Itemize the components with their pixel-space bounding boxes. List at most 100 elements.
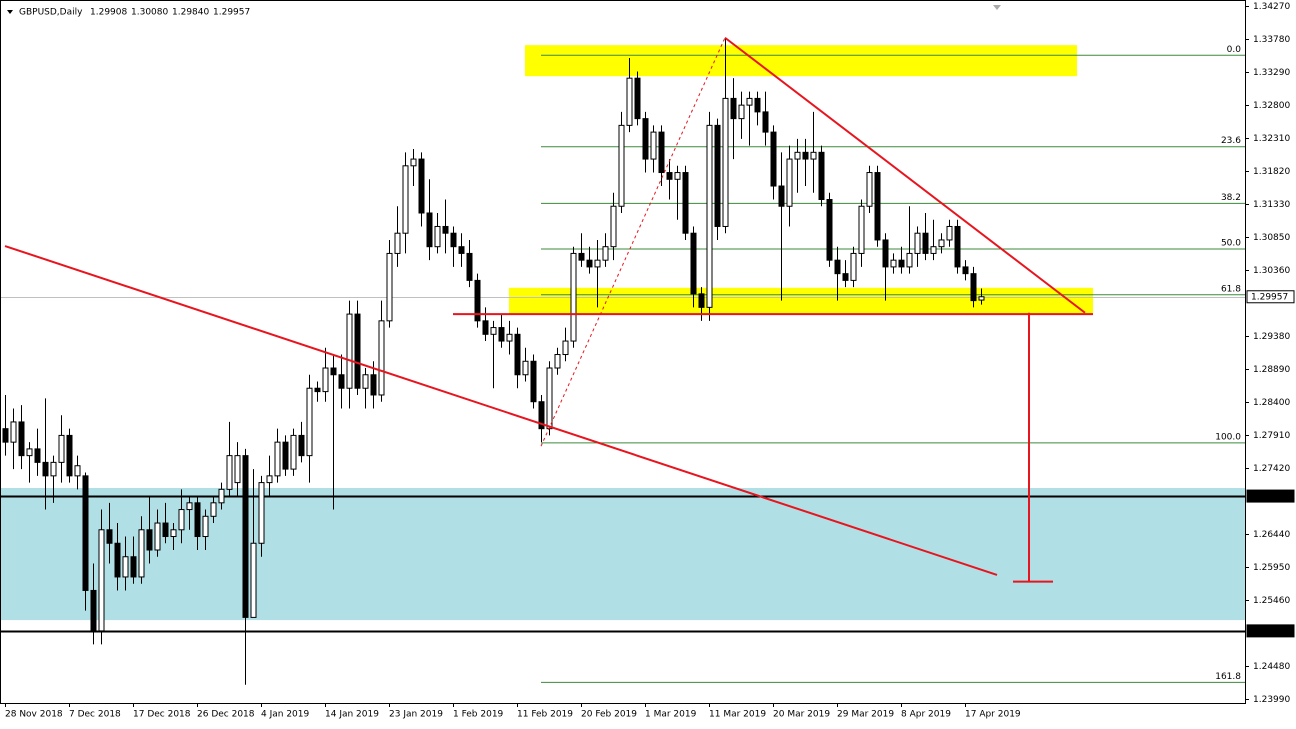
candle-body [642,118,649,160]
candle-body [610,205,617,248]
x-tick-label: 20 Mar 2019 [773,710,830,720]
fib-label: 0.0 [1227,45,1242,55]
candle-body [754,97,761,113]
y-tick-label: 1.28400 [1253,398,1290,408]
candle-body [186,502,193,511]
candle-body [66,434,73,477]
symbol-label: GBPUSD,Daily [19,8,83,18]
price-label: 1.25000 [1251,626,1288,636]
candle-body [714,124,721,227]
candle-body [202,515,209,538]
candle-body [178,509,185,531]
ohlc-value: 1.30080 [131,8,168,18]
candle-body [778,185,785,207]
y-tick-label: 1.28890 [1253,365,1290,375]
candle-body [306,387,313,457]
candle-body [946,225,953,241]
y-tick-label: 1.32800 [1253,101,1290,111]
candle-body [602,246,609,261]
candle-body [138,529,145,578]
x-tick-label: 7 Dec 2018 [69,710,121,720]
candle-body [938,239,945,248]
x-tick-label: 29 Mar 2019 [837,710,894,720]
candle-body [858,205,865,254]
candle-body [418,158,425,214]
candle-body [970,273,977,302]
candle-body [58,434,65,463]
candle-body [514,333,521,376]
candle-body [266,475,273,484]
ohlc-value: 1.29908 [90,8,127,18]
zone [509,287,1093,315]
dashed-line [540,37,726,447]
candle-body [26,448,33,457]
candle-body [874,172,881,241]
candle-body [922,232,929,254]
candle-body [810,151,817,160]
candle-body [346,313,353,389]
price-label: 1.29957 [1251,292,1288,302]
candle-body [706,124,713,308]
ohlc-value: 1.29840 [172,8,209,18]
candle-body [618,124,625,207]
x-tick-label: 4 Jan 2019 [261,710,309,720]
y-tick-label: 1.27910 [1253,431,1290,441]
y-tick-label: 1.34270 [1253,2,1290,12]
candle-body [322,367,329,393]
candle-body [746,97,753,106]
x-tick-label: 11 Mar 2019 [709,710,766,720]
price-label-box [1246,624,1295,638]
candle-body [738,104,745,120]
y-tick-label: 1.31330 [1253,200,1290,210]
candle-body [282,441,289,470]
fib-label: 100.0 [1215,432,1241,442]
candle-body [498,327,505,342]
candle-body [730,97,737,120]
candle-body [458,246,465,254]
candle-body [482,320,489,335]
candle-body [250,542,257,618]
candle-body [210,502,217,517]
candle-body [378,320,385,396]
candle-body [2,428,9,443]
candle-body [586,259,593,268]
candle-body [650,131,657,160]
candle-body [146,529,153,551]
candle-body [242,455,249,618]
x-tick-label: 17 Apr 2019 [965,710,1021,720]
candle-body [930,246,937,254]
zone [525,45,1077,77]
candle-body [682,172,689,234]
y-tick-label: 1.29380 [1253,332,1290,342]
candle-body [634,77,641,120]
x-tick-label: 23 Jan 2019 [389,710,443,720]
candle-body [834,259,841,275]
plot-border [0,0,1246,704]
candle-body [762,111,769,133]
x-tick-label: 11 Feb 2019 [517,710,573,720]
candle-body [898,259,905,268]
candle-body [626,77,633,126]
candle-body [354,313,361,389]
fib-label: 38.2 [1221,193,1241,203]
candle-body [402,165,409,234]
candle-body [410,158,417,167]
candle-body [666,172,673,180]
candle-body [802,151,809,160]
candle-body [234,455,241,484]
y-tick-label: 1.33290 [1253,68,1290,78]
candle-body [114,542,121,578]
x-tick-label: 1 Mar 2019 [645,710,697,720]
candle-body [218,488,225,504]
candle-body [34,448,41,463]
candle-body [530,360,537,403]
candle-body [274,441,281,477]
candle-body [866,172,873,207]
candle-body [786,158,793,207]
candle-body [330,367,337,376]
candle-body [98,529,105,632]
candle-body [546,367,553,430]
candle-body [50,461,57,477]
y-tick-label: 1.25950 [1253,563,1290,573]
